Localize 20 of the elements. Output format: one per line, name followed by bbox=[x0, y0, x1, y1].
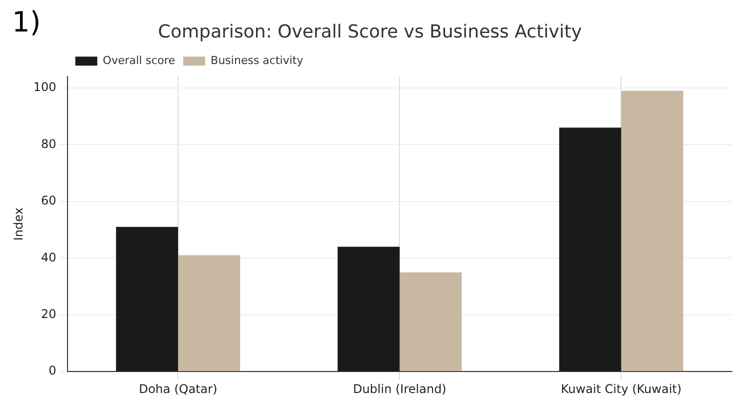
text: 1) bbox=[12, 5, 41, 38]
y-tick-label: 40 bbox=[41, 250, 56, 264]
bar bbox=[400, 272, 462, 372]
y-axis-title: Index bbox=[11, 208, 26, 241]
bar bbox=[178, 255, 240, 372]
y-tick-label: 60 bbox=[41, 194, 56, 208]
bar bbox=[621, 90, 684, 372]
y-tick-label: 80 bbox=[41, 136, 56, 151]
y-tick-label: 0 bbox=[48, 364, 56, 378]
x-tick-label: Kuwait City (Kuwait) bbox=[560, 382, 682, 396]
x-tick-label: Dublin (Ireland) bbox=[352, 382, 446, 396]
bar bbox=[559, 128, 622, 372]
bar bbox=[116, 226, 178, 372]
legend-label: Business activity bbox=[210, 54, 304, 67]
bar bbox=[338, 246, 400, 372]
x-tick-label: Doha (Qatar) bbox=[138, 382, 218, 396]
y-tick-label: 20 bbox=[41, 306, 56, 321]
y-tick-label: 100 bbox=[33, 80, 56, 94]
legend-label: Overall score bbox=[102, 54, 176, 67]
chart-title: Comparison: Overall Score vs Business Activity bbox=[158, 21, 582, 42]
